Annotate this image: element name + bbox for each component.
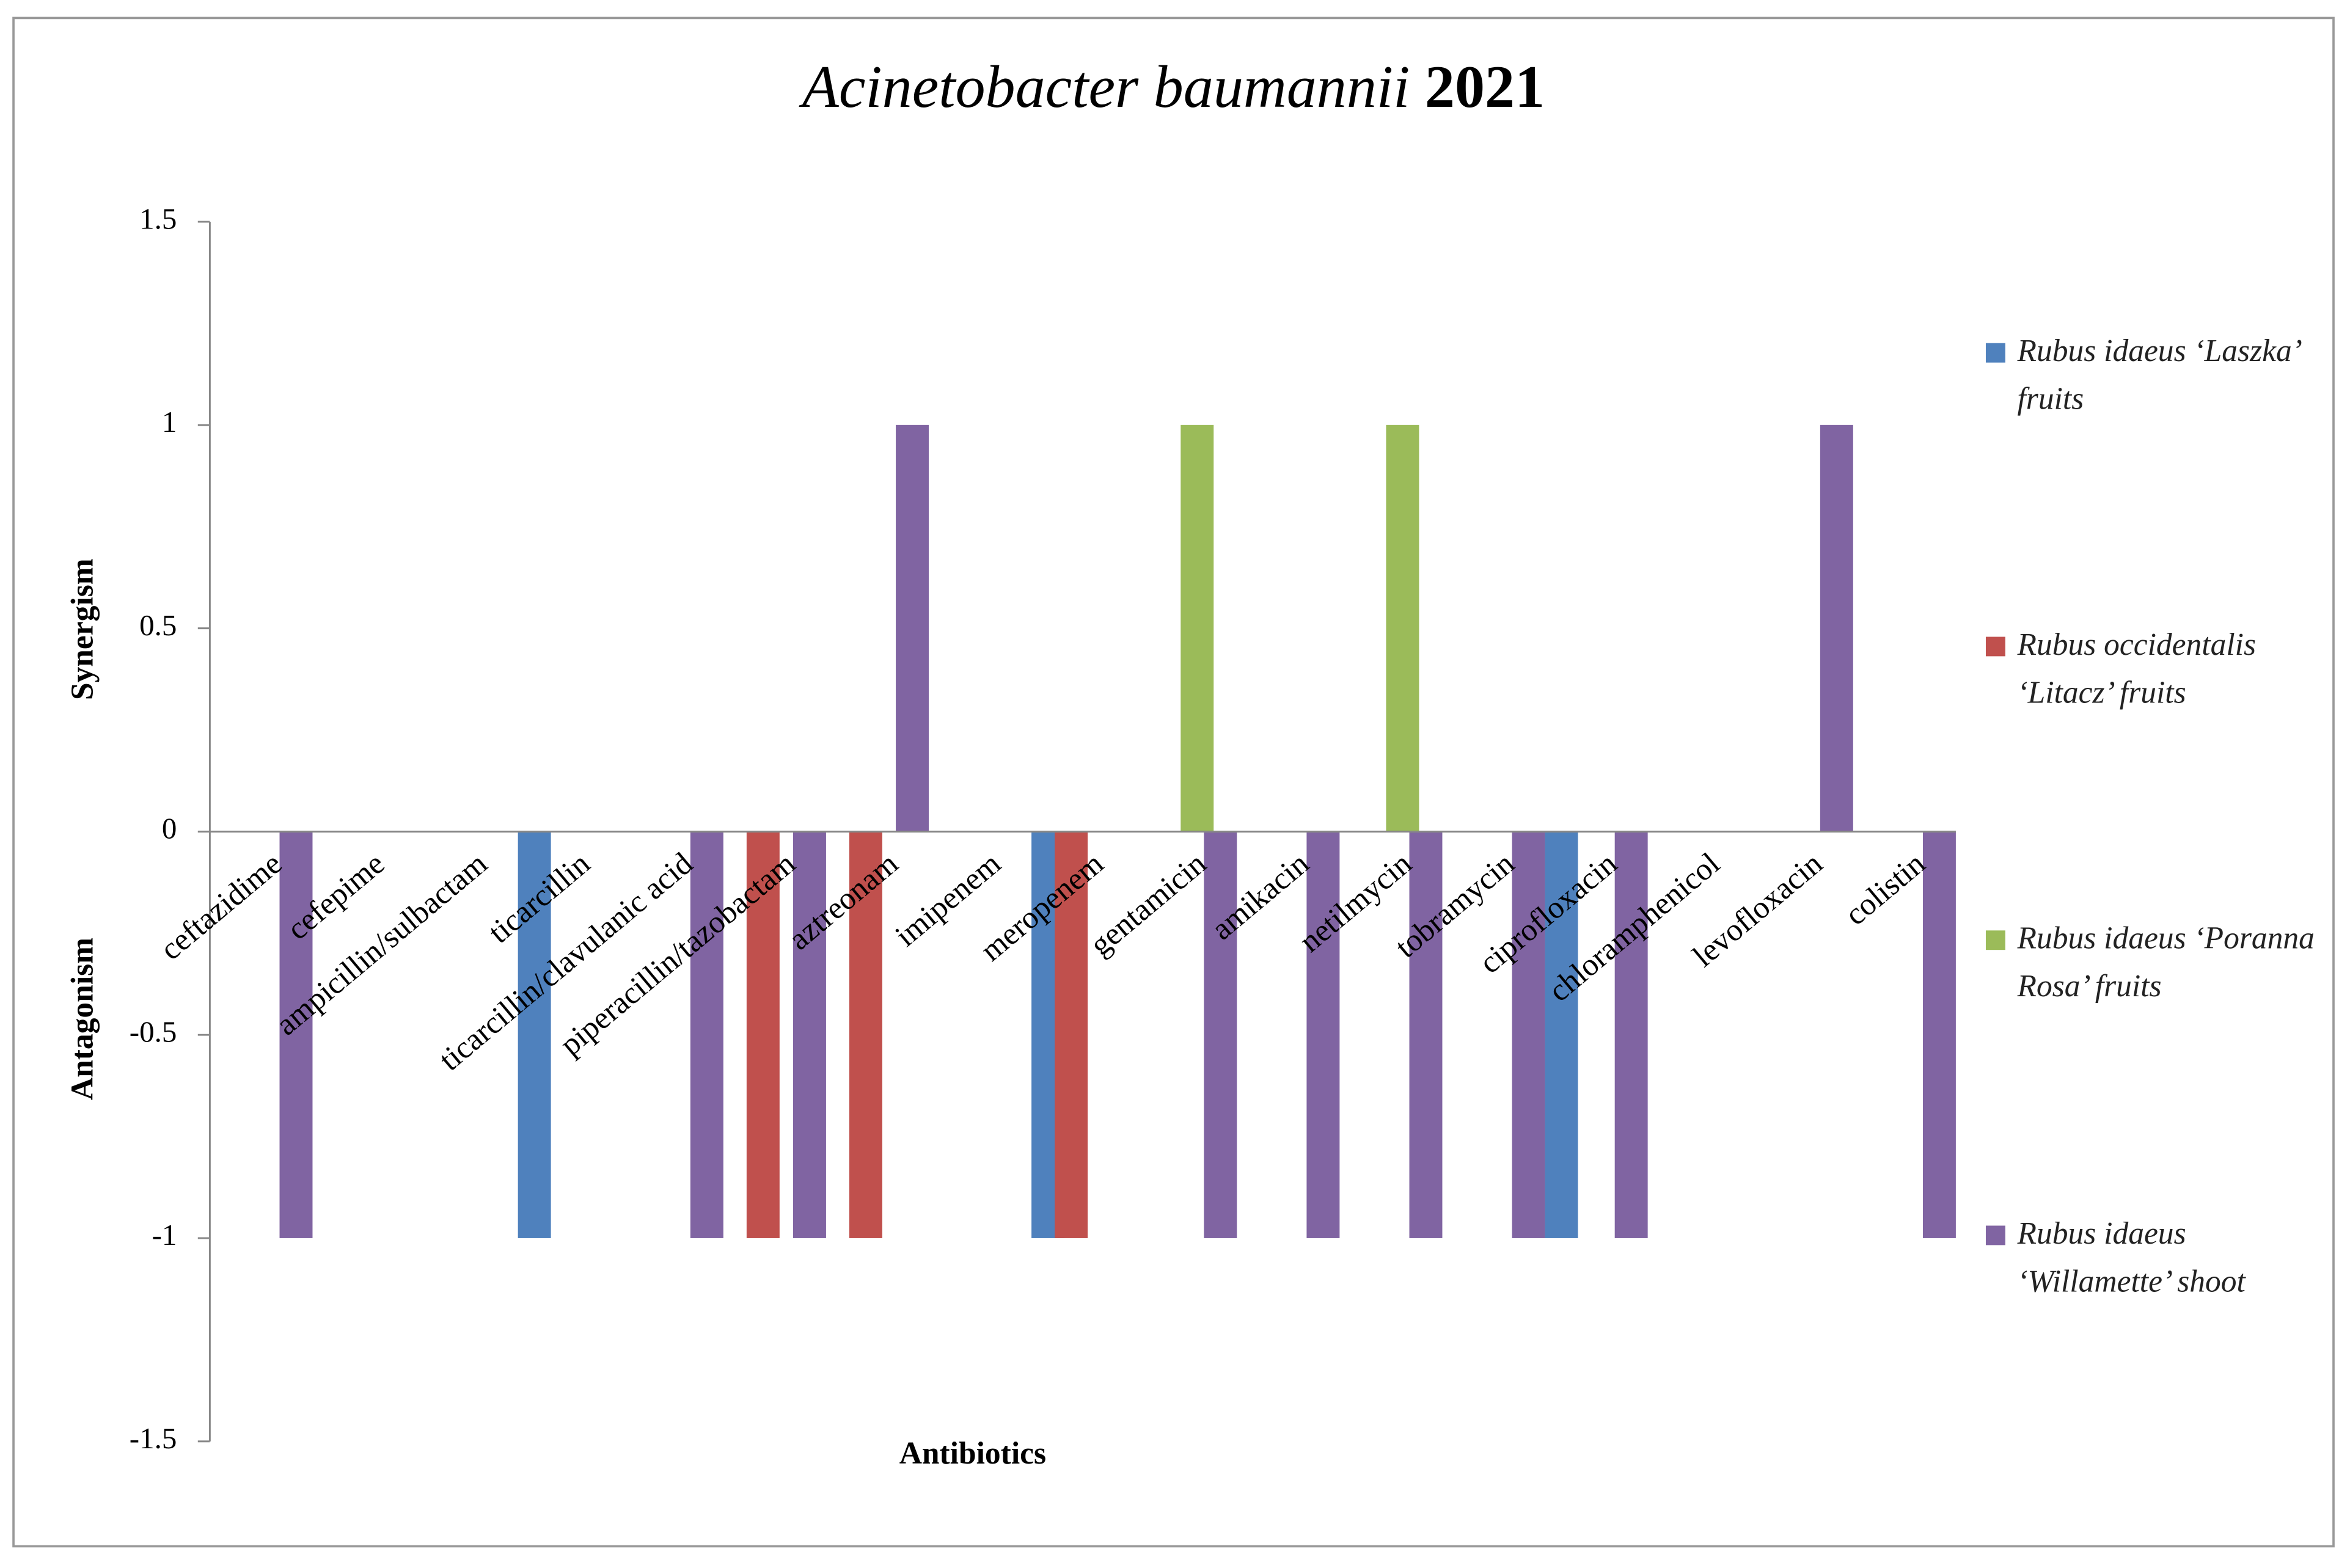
bar	[1204, 831, 1237, 1238]
y-tick-label: 0	[162, 812, 177, 845]
bar	[1614, 831, 1648, 1238]
chart-title: Acinetobacter baumannii 2021	[799, 54, 1545, 120]
legend-entry: Rubus occidentalis ‘Litacz’ fruits	[2017, 626, 2257, 710]
bar	[849, 831, 882, 1238]
y-tick-label: -1.5	[130, 1421, 177, 1455]
legend-entry: Rubus idaeus ‘Poranna Rosa’ fruits	[2017, 920, 2315, 1004]
y-tick-label: 0.5	[139, 608, 177, 642]
bar	[1386, 425, 1419, 832]
legend-label: Rubus idaeus ‘Laszka’ fruits	[2017, 332, 2299, 417]
bar	[1180, 425, 1214, 832]
bar	[1820, 425, 1853, 832]
legend-label: Rubus idaeus ‘Poranna Rosa’ fruits	[2017, 920, 2315, 1004]
y-tick-label: 1	[162, 405, 177, 439]
y-axis-label: Antagonism	[65, 938, 100, 1100]
y-axis-label: Synergism	[65, 558, 100, 700]
bar	[1512, 831, 1545, 1238]
title-year: 2021	[1425, 54, 1545, 120]
bar	[279, 831, 313, 1238]
y-tick-label: 1.5	[139, 202, 177, 235]
bar	[792, 831, 826, 1238]
title-italic: Acinetobacter baumannii	[799, 54, 1410, 120]
bar	[746, 831, 780, 1238]
bar	[896, 425, 929, 832]
legend-swatch	[1985, 1225, 2005, 1245]
legend-entry: Rubus idaeus ‘Laszka’ fruits	[2017, 332, 2299, 417]
chart-border	[12, 16, 2335, 1548]
y-tick-label: -0.5	[130, 1015, 177, 1048]
legend-entry: Rubus idaeus ‘Willamette’ shoot	[2017, 1215, 2246, 1299]
legend-label: Rubus idaeus ‘Willamette’ shoot	[2017, 1215, 2246, 1299]
legend-swatch	[1985, 343, 2005, 363]
x-axis-label: Antibiotics	[899, 1436, 1046, 1471]
bar	[690, 831, 723, 1238]
legend-swatch	[1985, 930, 2005, 950]
y-tick-label: -1	[152, 1218, 177, 1252]
legend-swatch	[1985, 636, 2005, 657]
legend-label: Rubus occidentalis ‘Litacz’ fruits	[2017, 626, 2257, 710]
bar	[1545, 831, 1578, 1238]
bar	[1409, 831, 1443, 1238]
bar	[1055, 831, 1088, 1238]
bar	[1922, 831, 1956, 1238]
bar	[1306, 831, 1340, 1238]
bar	[518, 831, 551, 1238]
